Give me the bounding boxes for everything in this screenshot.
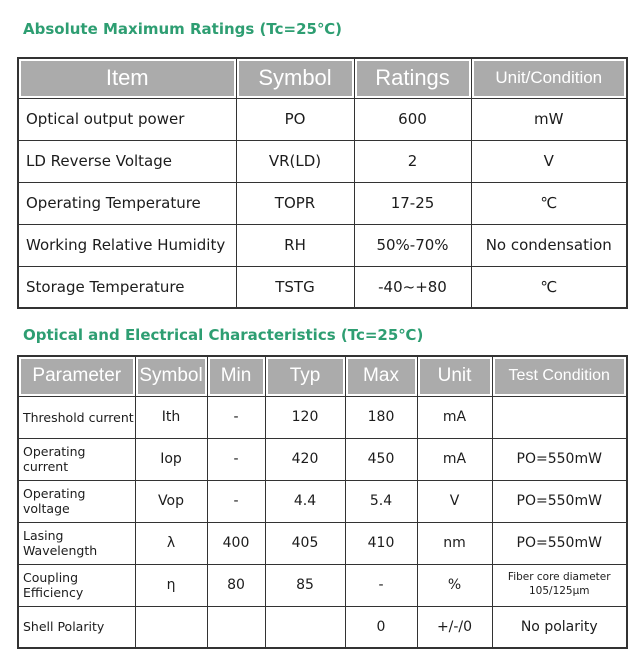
col-header-ratings: Ratings (353, 57, 472, 99)
table-row-operating-voltage: Operating voltage Vop - 4.4 5.4 V PO=550… (17, 479, 628, 523)
cell-ratings: 600 (353, 97, 472, 141)
cell-min: 400 (206, 521, 266, 565)
table-row-shell-polarity: Shell Polarity 0 +/-/0 No polarity (17, 605, 628, 649)
optical-electrical-characteristics-table: Parameter Symbol Min Typ Max Unit Test C… (17, 355, 628, 649)
table-row-operating-temperature: Operating Temperature TOPR 17-25 ℃ (17, 181, 628, 225)
cell-max: - (344, 563, 418, 607)
cell-min: - (206, 437, 266, 481)
cell-test-condition: No polarity (491, 605, 628, 649)
cell-parameter: Operating current (17, 437, 136, 481)
absolute-maximum-ratings-table: Item Symbol Ratings Unit/Condition Optic… (17, 57, 628, 309)
cell-unit: mW (470, 97, 628, 141)
cell-test-condition: PO=550mW (491, 521, 628, 565)
cell-unit: nm (416, 521, 493, 565)
table-row-lasing-wavelength: Lasing Wavelength λ 400 405 410 nm PO=55… (17, 521, 628, 565)
cell-min: 80 (206, 563, 266, 607)
cell-unit: V (416, 479, 493, 523)
cell-ratings: 2 (353, 139, 472, 183)
cell-symbol (134, 605, 208, 649)
table-row-coupling-efficiency: Coupling Efficiency η 80 85 - % Fiber co… (17, 563, 628, 607)
cell-min (206, 605, 266, 649)
cell-item: Storage Temperature (17, 265, 237, 309)
cell-item: Working Relative Humidity (17, 223, 237, 267)
cell-ratings: -40~+80 (353, 265, 472, 309)
cell-symbol: λ (134, 521, 208, 565)
col-header-symbol: Symbol (235, 57, 355, 99)
cell-item: Operating Temperature (17, 181, 237, 225)
cell-unit: V (470, 139, 628, 183)
cell-test-condition (491, 395, 628, 439)
col-header-unit-condition: Unit/Condition (470, 57, 628, 99)
cell-min: - (206, 395, 266, 439)
cell-min: - (206, 479, 266, 523)
col-header-item: Item (17, 57, 237, 99)
col-header-unit: Unit (416, 355, 493, 397)
table-row-optical-output-power: Optical output power PO 600 mW (17, 97, 628, 141)
table-row-working-relative-humidity: Working Relative Humidity RH 50%-70% No … (17, 223, 628, 267)
col-header-typ: Typ (264, 355, 346, 397)
cell-max: 450 (344, 437, 418, 481)
table-row-ld-reverse-voltage: LD Reverse Voltage VR(LD) 2 V (17, 139, 628, 183)
col-header-symbol: Symbol (134, 355, 208, 397)
cell-parameter: Operating voltage (17, 479, 136, 523)
cell-symbol: TSTG (235, 265, 355, 309)
cell-typ: 85 (264, 563, 346, 607)
cell-max: 0 (344, 605, 418, 649)
cell-typ: 120 (264, 395, 346, 439)
col-header-max: Max (344, 355, 418, 397)
cell-unit: ℃ (470, 181, 628, 225)
cell-max: 180 (344, 395, 418, 439)
table-row-threshold-current: Threshold current Ith - 120 180 mA (17, 395, 628, 439)
cell-typ: 405 (264, 521, 346, 565)
cell-symbol: TOPR (235, 181, 355, 225)
col-header-min: Min (206, 355, 266, 397)
col-header-test-condition: Test Condition (491, 355, 628, 397)
cell-symbol: η (134, 563, 208, 607)
cell-unit: mA (416, 437, 493, 481)
cell-test-condition: PO=550mW (491, 437, 628, 481)
cell-symbol: VR(LD) (235, 139, 355, 183)
cell-test-condition: PO=550mW (491, 479, 628, 523)
cell-parameter: Threshold current (17, 395, 136, 439)
table-header-row: Item Symbol Ratings Unit/Condition (17, 57, 628, 99)
cell-parameter: Lasing Wavelength (17, 521, 136, 565)
table-row-operating-current: Operating current Iop - 420 450 mA PO=55… (17, 437, 628, 481)
cell-typ: 420 (264, 437, 346, 481)
cell-symbol: PO (235, 97, 355, 141)
cell-unit: No condensation (470, 223, 628, 267)
cell-item: LD Reverse Voltage (17, 139, 237, 183)
cell-symbol: Iop (134, 437, 208, 481)
cell-unit: ℃ (470, 265, 628, 309)
cell-typ (264, 605, 346, 649)
section-title-absolute-maximum-ratings: Absolute Maximum Ratings (Tc=25℃) (23, 20, 342, 38)
table-row-storage-temperature: Storage Temperature TSTG -40~+80 ℃ (17, 265, 628, 309)
cell-unit: mA (416, 395, 493, 439)
cell-symbol: RH (235, 223, 355, 267)
cell-max: 410 (344, 521, 418, 565)
cell-parameter: Shell Polarity (17, 605, 136, 649)
section-title-optical-electrical-characteristics: Optical and Electrical Characteristics (… (23, 326, 424, 344)
cell-test-condition: Fiber core diameter 105/125μm (491, 563, 628, 607)
cell-unit: +/-/0 (416, 605, 493, 649)
table-header-row: Parameter Symbol Min Typ Max Unit Test C… (17, 355, 628, 397)
cell-symbol: Ith (134, 395, 208, 439)
cell-max: 5.4 (344, 479, 418, 523)
cell-ratings: 17-25 (353, 181, 472, 225)
cell-symbol: Vop (134, 479, 208, 523)
cell-ratings: 50%-70% (353, 223, 472, 267)
cell-unit: % (416, 563, 493, 607)
cell-item: Optical output power (17, 97, 237, 141)
cell-parameter: Coupling Efficiency (17, 563, 136, 607)
col-header-parameter: Parameter (17, 355, 136, 397)
cell-typ: 4.4 (264, 479, 346, 523)
